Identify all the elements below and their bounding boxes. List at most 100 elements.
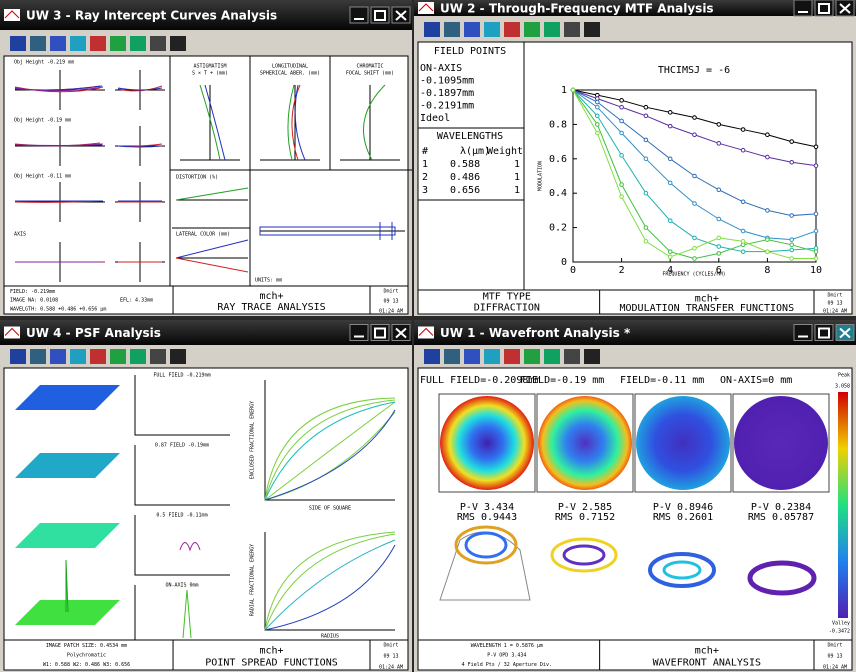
footer-info: MTF TYPE [483,292,531,303]
mtf-point [692,115,697,120]
mtf-point [667,180,673,186]
field-label: ON-AXIS=0 mm [720,375,792,386]
footer-divider [172,640,371,670]
x-tick-label: 8 [764,265,770,276]
footer-title: mch+ [259,291,283,302]
toolbar-button[interactable] [50,349,66,364]
scale-value: -0.3472 [829,629,850,635]
table-cell: 0.486 [450,172,480,183]
pv-value: P-V 3.434 [460,502,514,513]
plot-frame [572,89,817,263]
toolbar-button[interactable] [464,22,480,37]
toolbar-button[interactable] [10,36,26,51]
plot-title: S × T + (mm) [192,71,228,77]
footer-stamp: 09 13 [827,654,842,660]
pv-value: P-V 2.585 [558,502,612,513]
toolbar-button[interactable] [584,22,600,37]
texts: UW 3 - Ray Intercept Curves Analysis mch+… [10,2,850,671]
toolbar-button[interactable] [424,349,440,364]
mtf-point [667,254,673,260]
toolbar-button[interactable] [464,349,480,364]
toolbar-button[interactable] [70,36,86,51]
y-tick-label: 0.6 [549,154,567,165]
toolbar-button[interactable] [524,22,540,37]
toolbar-button[interactable] [130,36,146,51]
psf-label: ON-AXIS 0mm [165,583,198,589]
x-tick-label: 2 [619,265,625,276]
toolbar-button[interactable] [584,349,600,364]
window-button-min[interactable] [793,0,813,17]
toolbar-button[interactable] [504,349,520,364]
mtf-point [789,242,795,248]
toolbar-button[interactable] [90,349,106,364]
window-button-min[interactable] [793,324,813,341]
plot-title: LATERAL COLOR (mm) [176,232,230,238]
rms-value: RMS 0.05787 [748,512,814,523]
toolbar-button[interactable] [110,349,126,364]
mtf-point [692,256,697,261]
mtf-point [619,98,624,103]
mtf-point [643,239,649,244]
mtf-point [740,228,746,234]
plot-title: LONGITUDINAL [272,64,308,70]
toolbar-button[interactable] [150,349,166,364]
toolbar-button[interactable] [444,22,460,37]
toolbar-button[interactable] [484,22,500,37]
toolbar-button[interactable] [484,349,500,364]
window-button-min[interactable] [349,324,369,341]
toolbar-button[interactable] [424,22,440,37]
button-glyph [374,327,386,339]
mtf-point [643,225,649,230]
mtf-point [813,228,819,234]
mtf-chart [570,87,819,263]
toolbar-button[interactable] [444,349,460,364]
field-label: FIELD=-0.19 mm [520,375,604,386]
toolbar-button[interactable] [544,22,560,37]
toolbar-button[interactable] [504,22,520,37]
app-icon-mark [418,3,434,12]
footer-stamp: 01:24 AM [823,309,847,315]
toolbar-button[interactable] [170,349,186,364]
mtf-point [740,127,746,132]
toolbar-button[interactable] [564,349,580,364]
y-tick-label: 1 [561,85,567,96]
y-tick-label: 0 [561,257,567,268]
content [417,41,853,291]
button-glyph [818,327,830,339]
window-button-min[interactable] [349,6,369,24]
footer-info: WAVELGTH: 0.588 +0.486 +0.656 µm [10,306,106,312]
fan-label: Obj Height -0.19 mm [14,118,71,124]
footer-info: IMAGE PATCH SIZE: 0.4534 mm [46,643,127,649]
toolbar-button[interactable] [524,349,540,364]
mtf-point [619,194,624,199]
y-axis-label: MODULATION [538,161,544,191]
app-icon-mark [418,327,434,336]
toolbar-button[interactable] [30,36,46,51]
toolbar-button[interactable] [110,36,126,51]
toolbar-button[interactable] [90,36,106,51]
footer-info: EFL: 4.33mm [120,298,153,304]
rms-value: RMS 0.7152 [555,512,615,523]
toolbar-button[interactable] [70,349,86,364]
footer-info: FIELD: -0.219mm [10,289,55,295]
mtf-point [692,235,697,241]
scale-value: 3.058 [835,384,850,390]
mtf-point [619,182,624,187]
footer-stamp: 01:24 AM [823,665,847,671]
toolbar-button[interactable] [150,36,166,51]
toolbar-button[interactable] [564,22,580,37]
toolbar-button[interactable] [50,36,66,51]
mtf-point [595,130,600,136]
mtf-point [813,211,819,217]
toolbar-button[interactable] [544,349,560,364]
rms-value: RMS 0.9443 [457,512,517,523]
footer [417,289,853,315]
toolbar-button[interactable] [10,349,26,364]
toolbar-button[interactable] [130,349,146,364]
footer-divider [599,640,815,670]
content [3,55,409,287]
toolbar-button[interactable] [30,349,46,364]
toolbar-button[interactable] [170,36,186,51]
app-icon [4,9,20,21]
app-icon [418,326,434,339]
